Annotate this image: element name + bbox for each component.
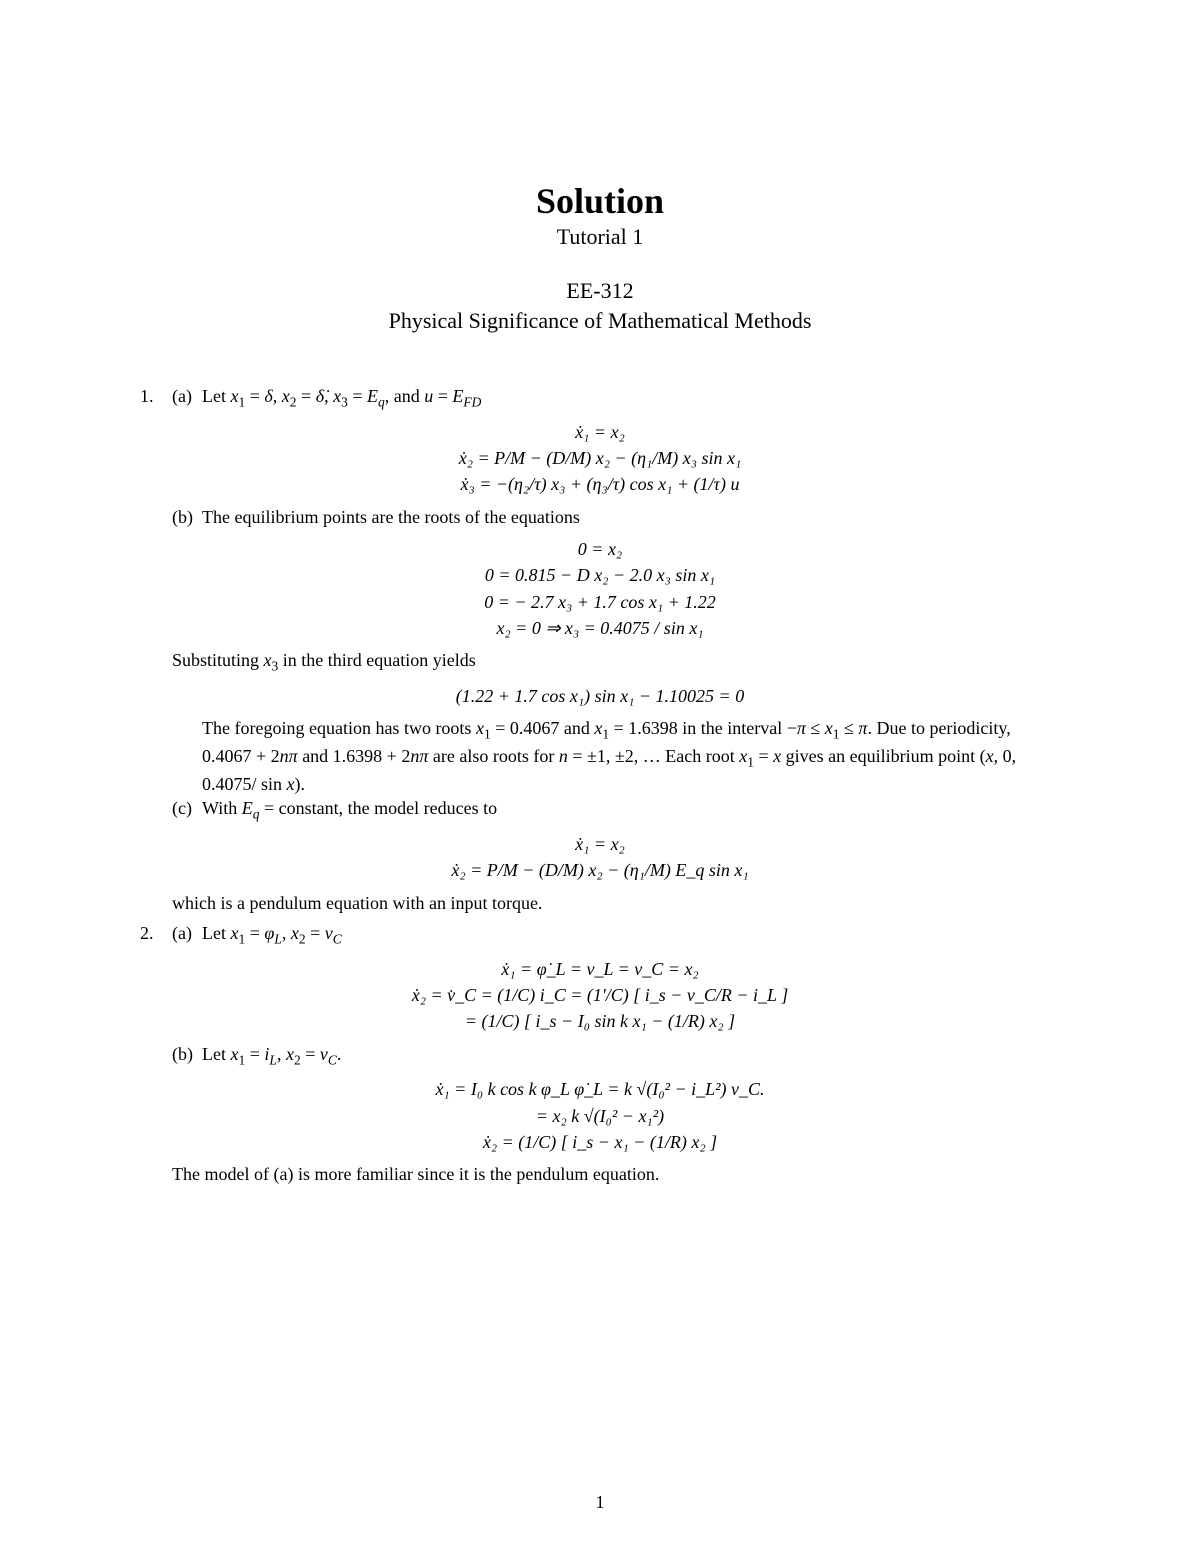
eq-block-1b2: (1.22 + 1.7 cos x₁) sin x₁ − 1.10025 = 0 — [140, 684, 1060, 708]
page-number: 1 — [0, 1492, 1200, 1513]
eq-line: ẋ₂ = (1/C) [ i_s − x₁ − (1/R) x₂ ] — [140, 1130, 1060, 1154]
eq-line: ẋ₁ = x₂ — [140, 420, 1060, 444]
eq-line: ẋ₁ = φ̇_L = v_L = v_C = x₂ — [140, 957, 1060, 981]
eq-line: x₂ = 0 ⇒ x₃ = 0.4075 / sin x₁ — [140, 616, 1060, 640]
doc-subtitle: Tutorial 1 — [140, 224, 1060, 250]
part-1c-after: which is a pendulum equation with an inp… — [172, 891, 1060, 915]
part-label: (a) — [172, 921, 202, 945]
course-code: EE-312 — [140, 278, 1060, 304]
eq-line: ẋ₂ = P/M − (D/M) x₂ − (η₁/M) E_q sin x₁ — [140, 858, 1060, 882]
part-label: (b) — [172, 1042, 202, 1066]
part-label: (b) — [172, 505, 202, 529]
problem-number: 1. — [140, 384, 172, 408]
eq-line: 0 = x₂ — [140, 537, 1060, 561]
eq-line: ẋ₂ = v̇_C = (1/C) i_C = (1'/C) [ i_s − v… — [140, 983, 1060, 1007]
eq-line: (1.22 + 1.7 cos x₁) sin x₁ − 1.10025 = 0 — [140, 684, 1060, 708]
eq-block-2a: ẋ₁ = φ̇_L = v_L = v_C = x₂ ẋ₂ = v̇_C = (… — [140, 957, 1060, 1034]
part-label: (c) — [172, 796, 202, 820]
eq-line: ẋ₃ = −(η₂/τ) x₃ + (η₃/τ) cos x₁ + (1/τ) … — [140, 472, 1060, 496]
problem-2b: (b) Let x1 = iL, x2 = vC. — [140, 1042, 1060, 1070]
problem-2: 2. (a) Let x1 = φL, x2 = vC — [140, 921, 1060, 949]
eq-block-1b: 0 = x₂ 0 = 0.815 − D x₂ − 2.0 x₃ sin x₁ … — [140, 537, 1060, 640]
part-label: (a) — [172, 384, 202, 408]
eq-line: 0 = 0.815 − D x₂ − 2.0 x₃ sin x₁ — [140, 563, 1060, 587]
eq-block-2b: ẋ₁ = I₀ k cos k φ_L φ̇_L = k √(I₀² − i_L… — [140, 1077, 1060, 1154]
problem-1c: (c) With Eq = constant, the model reduce… — [140, 796, 1060, 824]
course-name: Physical Significance of Mathematical Me… — [140, 308, 1060, 334]
part-1b-after: Substituting x3 in the third equation yi… — [172, 648, 1060, 676]
part-1b-para: The foregoing equation has two roots x1 … — [202, 716, 1060, 796]
body: 1. (a) Let x1 = δ, x2 = δ̇, x3 = Eq, and… — [140, 384, 1060, 1187]
eq-line: = x₂ k √(I₀² − x₁²) — [140, 1104, 1060, 1128]
problem-1: 1. (a) Let x1 = δ, x2 = δ̇, x3 = Eq, and… — [140, 384, 1060, 412]
doc-title: Solution — [140, 180, 1060, 222]
part-2b-intro: Let x1 = iL, x2 = vC. — [202, 1042, 1060, 1070]
eq-block-1a: ẋ₁ = x₂ ẋ₂ = P/M − (D/M) x₂ − (η₁/M) x₃ … — [140, 420, 1060, 497]
part-1c-intro: With Eq = constant, the model reduces to — [202, 796, 1060, 824]
eq-line: ẋ₁ = x₂ — [140, 832, 1060, 856]
eq-line: ẋ₁ = I₀ k cos k φ_L φ̇_L = k √(I₀² − i_L… — [140, 1077, 1060, 1101]
eq-line: 0 = − 2.7 x₃ + 1.7 cos x₁ + 1.22 — [140, 590, 1060, 614]
problem-number: 2. — [140, 921, 172, 945]
page: Solution Tutorial 1 EE-312 Physical Sign… — [0, 0, 1200, 1553]
part-2b-after: The model of (a) is more familiar since … — [172, 1162, 1060, 1186]
eq-line: ẋ₂ = P/M − (D/M) x₂ − (η₁/M) x₃ sin x₁ — [140, 446, 1060, 470]
eq-line: = (1/C) [ i_s − I₀ sin k x₁ − (1/R) x₂ ] — [140, 1009, 1060, 1033]
eq-block-1c: ẋ₁ = x₂ ẋ₂ = P/M − (D/M) x₂ − (η₁/M) E_q… — [140, 832, 1060, 883]
problem-1b: (b) The equilibrium points are the roots… — [140, 505, 1060, 529]
part-1a-intro: Let x1 = δ, x2 = δ̇, x3 = Eq, and u = EF… — [202, 384, 1060, 412]
part-1b-intro: The equilibrium points are the roots of … — [202, 505, 1060, 529]
part-2a-intro: Let x1 = φL, x2 = vC — [202, 921, 1060, 949]
